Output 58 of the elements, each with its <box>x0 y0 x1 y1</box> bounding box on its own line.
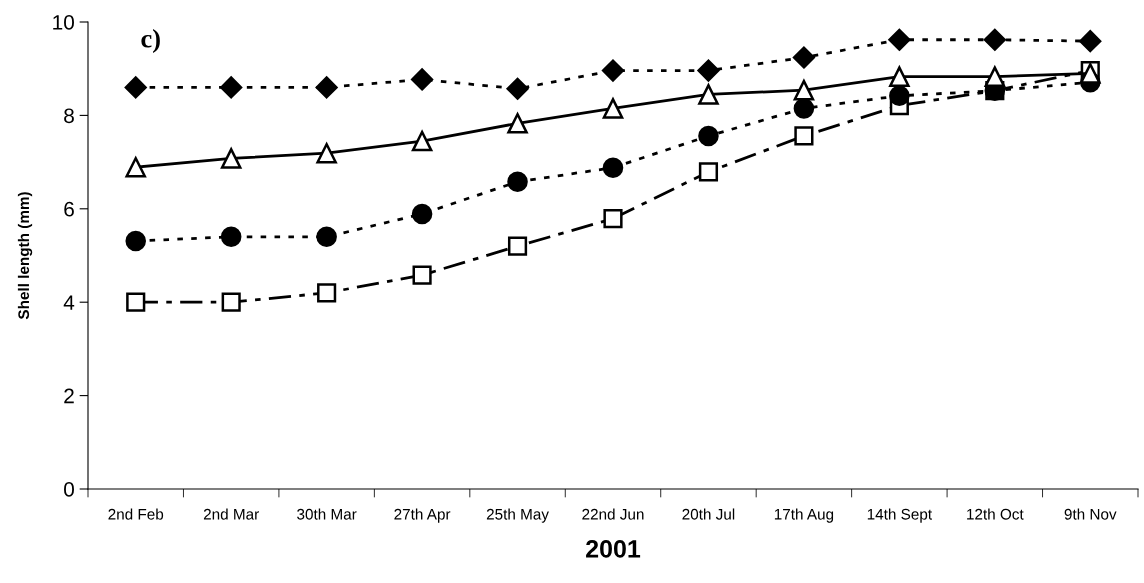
point <box>697 59 720 82</box>
y-axis-title: Shell length (mm) <box>17 192 33 320</box>
x-tick-label: 14th Sept <box>867 508 932 523</box>
point <box>984 66 1006 87</box>
point <box>315 76 338 99</box>
x-tick-label: 25th May <box>486 508 549 523</box>
point <box>316 142 337 164</box>
point <box>507 171 528 192</box>
point <box>220 226 242 248</box>
point <box>507 236 528 256</box>
point <box>124 76 147 99</box>
point <box>602 157 624 178</box>
point <box>507 113 528 134</box>
point <box>1079 30 1102 53</box>
x-tick-label: 2nd Feb <box>108 508 164 520</box>
point <box>601 59 625 82</box>
y-tick-label: 0 <box>64 482 74 497</box>
y-tick-label: 6 <box>64 201 74 217</box>
point <box>506 77 529 100</box>
point <box>126 292 146 312</box>
point <box>793 98 815 119</box>
y-tick-label: 2 <box>64 388 74 404</box>
annotation: c) <box>141 29 160 53</box>
point <box>317 283 337 303</box>
point <box>698 84 719 105</box>
x-tick-label: 30th Mar <box>297 508 357 520</box>
point <box>221 292 241 312</box>
point <box>411 130 433 152</box>
point <box>220 148 242 169</box>
point <box>603 209 623 229</box>
point <box>794 126 814 146</box>
x-tick-label: 27th Apr <box>394 508 451 523</box>
point <box>125 230 147 252</box>
point <box>698 162 719 182</box>
x-tick-label: 12th Oct <box>967 508 1024 520</box>
point <box>220 76 243 99</box>
point <box>125 156 147 178</box>
point <box>983 28 1006 51</box>
point <box>316 226 337 248</box>
x-tick-label: 17th Aug <box>774 508 834 523</box>
point <box>792 46 815 69</box>
x-axis-title: 2001 <box>586 540 641 558</box>
x-tick-label: 2nd Mar <box>203 508 259 520</box>
point <box>793 79 815 101</box>
point <box>698 125 719 147</box>
x-tick-label: 9th Nov <box>1064 508 1117 520</box>
point <box>888 28 911 51</box>
y-tick-label: 4 <box>63 295 75 310</box>
point <box>411 68 434 91</box>
y-tick-label: 10 <box>53 15 74 30</box>
point <box>602 98 624 119</box>
x-tick-label: 20th Jul <box>682 508 735 520</box>
point <box>889 85 910 107</box>
point <box>411 203 433 225</box>
point <box>889 66 910 87</box>
point <box>412 265 432 285</box>
x-tick-label: 22nd Jun <box>582 508 644 520</box>
y-tick-label: 8 <box>64 108 74 124</box>
